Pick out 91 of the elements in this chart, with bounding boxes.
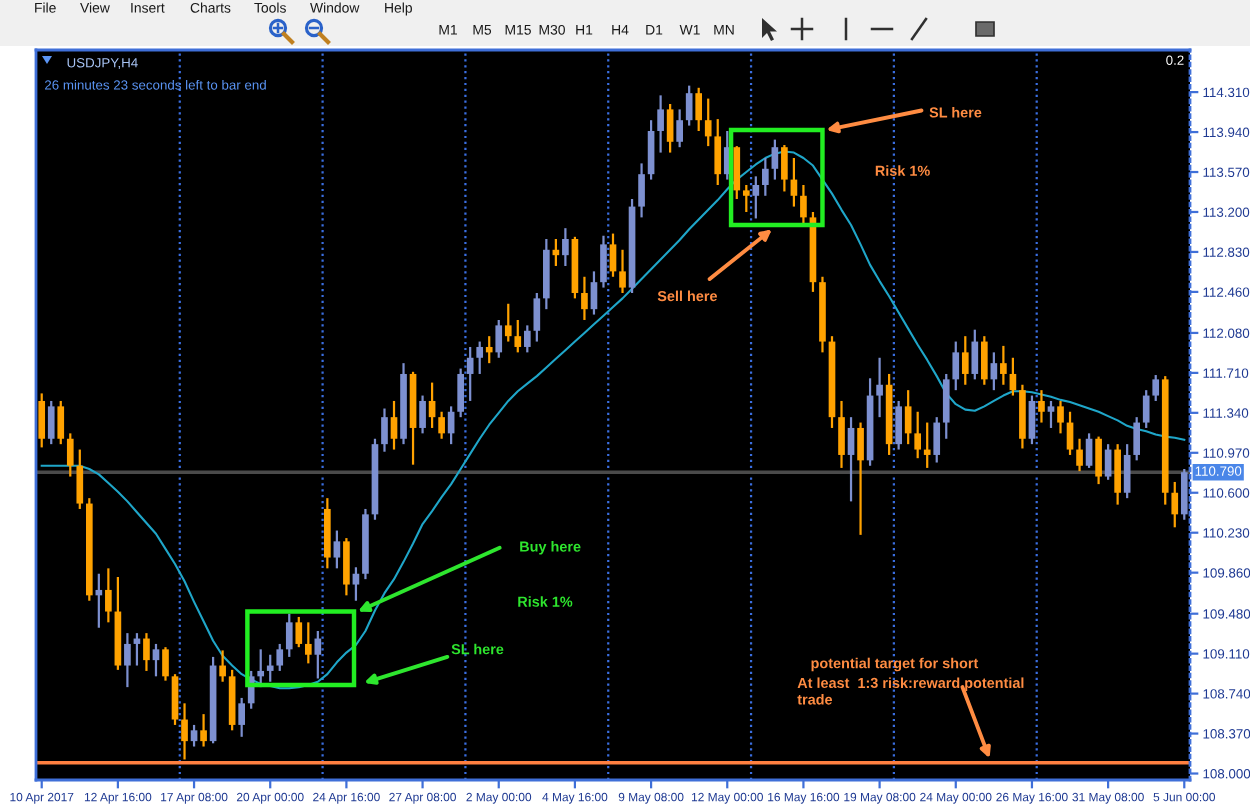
candlestick — [1066, 410, 1074, 457]
candlestick — [304, 621, 312, 665]
candlestick — [942, 372, 950, 440]
candlestick — [981, 335, 988, 386]
candlestick — [800, 183, 807, 227]
candlestick — [742, 183, 750, 214]
candlestick — [876, 356, 883, 419]
candlestick — [514, 318, 522, 354]
candlestick — [457, 367, 464, 419]
candlestick — [562, 227, 569, 268]
candlestick — [952, 340, 960, 392]
candlestick — [771, 138, 779, 181]
candlestick — [714, 118, 722, 187]
candlestick — [961, 335, 969, 386]
candlestick — [276, 642, 284, 673]
candlestick — [638, 162, 645, 219]
candlestick — [838, 399, 845, 470]
candlestick — [923, 421, 931, 470]
candlestick — [143, 632, 150, 673]
candlestick — [1142, 389, 1150, 430]
candlestick — [971, 328, 979, 381]
candlestick — [1114, 443, 1121, 506]
candlestick — [200, 713, 207, 748]
candlestick — [762, 156, 769, 197]
candlestick — [257, 648, 265, 689]
candlestick — [1000, 344, 1007, 386]
candlestick — [581, 275, 588, 322]
candlestick — [438, 410, 445, 440]
candlestick — [704, 97, 712, 148]
candlestick — [533, 291, 541, 343]
candlestick — [162, 646, 169, 682]
candlestick — [1123, 443, 1131, 500]
candlestick — [733, 145, 741, 201]
candlestick — [352, 566, 360, 602]
candlestick — [152, 642, 160, 678]
candlestick — [419, 394, 426, 435]
candlestick — [1095, 435, 1102, 486]
candlestick — [219, 649, 226, 683]
candlestick — [752, 175, 760, 220]
candlestick — [657, 94, 664, 154]
candlestick — [647, 119, 655, 181]
candlestick — [238, 696, 245, 738]
candlestick — [895, 399, 902, 451]
candlestick — [619, 248, 626, 295]
candlestick — [381, 407, 388, 453]
candlestick — [1104, 443, 1112, 481]
candlestick — [504, 302, 512, 343]
candlestick — [1152, 373, 1160, 403]
candlestick — [1085, 432, 1093, 470]
candlestick — [1057, 399, 1064, 435]
candlestick — [47, 399, 55, 446]
candlestick — [485, 335, 493, 365]
candlestick — [390, 399, 398, 451]
candlestick — [666, 102, 674, 154]
candlestick — [847, 416, 855, 503]
candlestick — [1180, 467, 1188, 521]
candlestick — [285, 612, 293, 658]
candlestick — [695, 86, 703, 133]
candlestick — [857, 421, 864, 536]
candlestick — [343, 537, 350, 597]
candlestick — [1171, 480, 1179, 529]
candlestick — [914, 410, 922, 460]
candlestick — [124, 632, 131, 689]
candlestick — [266, 653, 274, 683]
candlestick — [1038, 389, 1045, 424]
candlestick — [76, 448, 84, 511]
candlestick — [38, 392, 46, 449]
candlestick — [57, 399, 65, 446]
candlestick — [781, 143, 788, 193]
candlestick — [1047, 399, 1055, 430]
candlestick — [295, 615, 303, 649]
candlestick — [1028, 394, 1036, 446]
candlestick — [476, 340, 484, 376]
candlestick — [590, 270, 598, 316]
candlestick — [333, 529, 341, 570]
candlestick — [609, 232, 617, 278]
candlestick — [1076, 437, 1083, 473]
candlestick — [600, 234, 607, 289]
candlestick — [676, 108, 683, 149]
candlestick — [933, 416, 941, 464]
candlestick — [171, 673, 179, 727]
candlestick — [904, 389, 912, 446]
candlestick — [523, 324, 531, 354]
candlestick — [1133, 416, 1141, 462]
candlestick — [685, 84, 693, 127]
candlestick — [466, 345, 474, 403]
candlestick — [66, 432, 74, 478]
candlestick — [190, 723, 198, 748]
candlestick — [495, 318, 503, 359]
candlestick — [105, 567, 112, 624]
candlestick — [181, 702, 188, 761]
